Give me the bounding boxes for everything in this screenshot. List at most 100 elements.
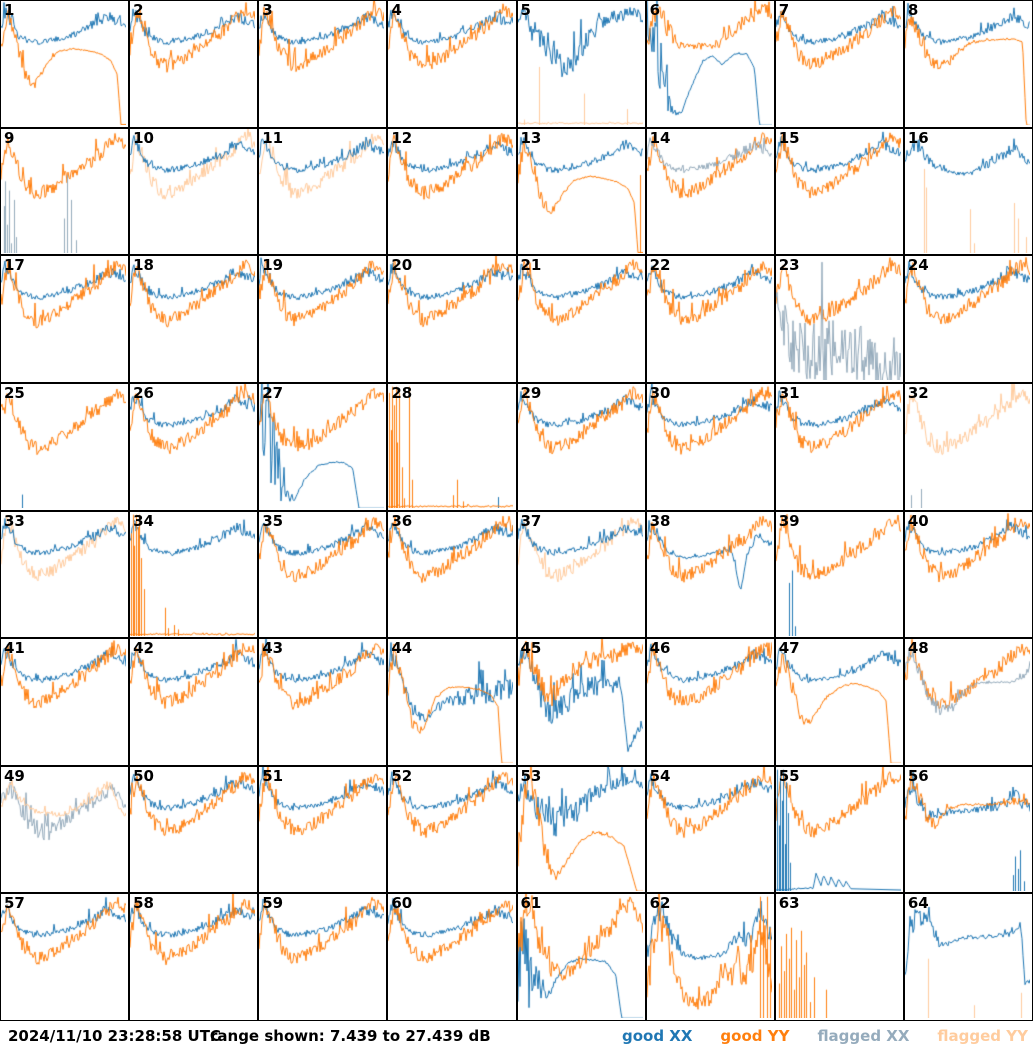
spectrum-canvas [517,511,643,636]
spectrum-panel: 16 [903,127,1033,256]
spectrum-panel: 52 [387,765,517,894]
spectrum-canvas [388,383,514,508]
spectrum-canvas [259,128,385,253]
spectrum-canvas [646,639,772,764]
panel-number: 1 [4,1,15,19]
panel-number: 45 [520,639,542,658]
panel-number: 42 [133,639,154,658]
spectrum-panel: 6 [645,0,775,128]
panel-number: 52 [391,766,413,785]
spectrum-panel: 5 [516,0,646,128]
panel-number: 55 [778,766,800,785]
panel-number: 27 [262,383,284,402]
spectrum-canvas [388,511,514,636]
spectrum-canvas [904,894,1030,1019]
spectrum-panel: 30 [645,382,775,511]
spectrum-canvas [1,511,126,636]
spectrum-canvas [775,1,901,125]
spectrum-canvas [1,639,126,764]
panel-number: 39 [778,511,800,530]
spectrum-panel: 61 [516,893,646,1021]
spectrum-panel: 9 [0,127,130,256]
spectrum-canvas [130,128,256,253]
panel-number: 8 [907,1,919,19]
panel-number: 31 [778,383,800,402]
spectrum-canvas [775,128,901,253]
panel-number: 59 [262,894,284,913]
spectrum-canvas [259,894,385,1019]
panel-number: 56 [907,766,929,785]
spectrum-panel: 28 [387,382,517,511]
panel-number: 7 [778,1,790,19]
panel-number: 49 [4,766,25,785]
panel-number: 9 [4,128,15,147]
panel-number: 54 [649,766,671,785]
spectrum-panel: 53 [516,765,646,894]
spectrum-panel: 21 [516,255,646,383]
panel-number: 33 [4,511,25,530]
spectrum-canvas [1,128,126,253]
spectrum-canvas [904,639,1030,764]
panel-number: 48 [907,639,929,658]
spectrum-canvas [904,128,1030,253]
spectrum-panel: 42 [129,638,259,766]
spectrum-canvas [388,639,514,764]
spectrum-panel: 35 [258,510,388,639]
spectrum-panel: 17 [0,255,130,383]
spectrum-canvas [775,511,901,636]
spectrum-panel: 25 [0,382,130,511]
spectrum-canvas [259,256,385,381]
spectrum-panel: 3 [258,0,388,128]
spectrum-canvas [775,256,901,381]
spectrum-canvas [130,383,256,508]
spectrum-canvas [517,894,643,1019]
spectrum-panel: 50 [129,765,259,894]
spectrum-panel: 49 [0,765,130,894]
spectrum-panel: 56 [903,765,1033,894]
panel-number: 13 [520,128,542,147]
spectrum-canvas [259,383,385,508]
panel-number: 62 [649,894,671,913]
spectrum-canvas [517,383,643,508]
spectrum-panel: 32 [903,382,1033,511]
spectrum-canvas [775,766,901,891]
spectrum-panel: 26 [129,382,259,511]
spectrum-panel: 64 [903,893,1033,1021]
spectrum-panel: 44 [387,638,517,766]
panel-number: 61 [520,894,542,913]
spectrum-panel: 13 [516,127,646,256]
panel-number: 43 [262,639,284,658]
spectrum-canvas [1,894,126,1019]
spectrum-panel: 2 [129,0,259,128]
panel-number: 11 [262,128,284,147]
legend: good XX good YY flagged XX flagged YY [622,1027,1028,1045]
spectrum-canvas [646,511,772,636]
panel-number: 25 [4,383,25,402]
spectrum-canvas [388,1,514,125]
panel-number: 34 [133,511,154,530]
panel-number: 38 [649,511,671,530]
spectrum-panel: 57 [0,893,130,1021]
spectrum-canvas [130,639,256,764]
spectrum-panel: 20 [387,255,517,383]
spectrum-canvas [1,256,126,381]
spectrum-canvas [646,894,772,1019]
panel-number: 29 [520,383,542,402]
panel-number: 17 [4,256,25,275]
spectrum-canvas [1,1,126,125]
spectrum-canvas [388,766,514,891]
spectrum-canvas [130,766,256,891]
spectrum-panel: 37 [516,510,646,639]
spectrum-panel: 60 [387,893,517,1021]
spectrum-panel: 14 [645,127,775,256]
spectrum-canvas [646,383,772,508]
panel-number: 51 [262,766,284,785]
legend-good-yy: good YY [720,1027,790,1045]
spectrum-panel: 11 [258,127,388,256]
panel-number: 40 [907,511,929,530]
legend-flagged-xx: flagged XX [817,1027,910,1045]
panel-number: 20 [391,256,413,275]
spectrum-panel: 40 [903,510,1033,639]
spectrum-canvas [130,511,256,636]
panel-number: 58 [133,894,154,913]
